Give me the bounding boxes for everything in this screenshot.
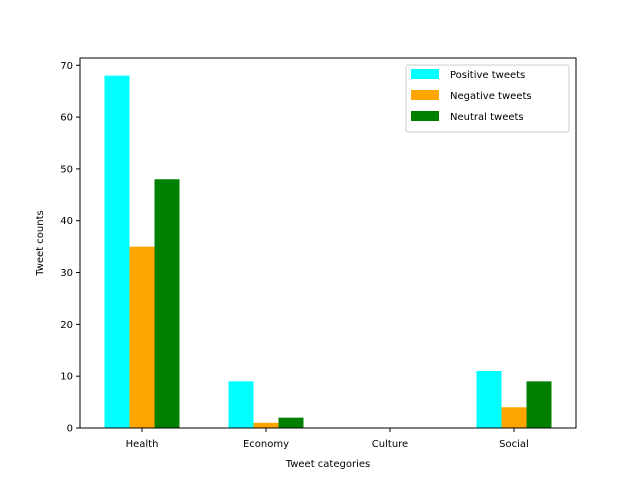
legend-label-2: Neutral tweets xyxy=(450,112,524,123)
bar-2-0 xyxy=(154,179,180,428)
x-tick-label: Social xyxy=(499,439,529,450)
plot-frame xyxy=(79,57,577,429)
bars-layer xyxy=(104,75,552,428)
bar-2-1 xyxy=(278,417,304,428)
y-tick-label: 30 xyxy=(60,268,73,279)
y-tick-label: 40 xyxy=(60,216,73,227)
bar-1-1 xyxy=(253,422,279,428)
legend-swatch-2 xyxy=(411,111,439,121)
x-tick-label: Health xyxy=(126,439,159,450)
y-tick-label: 10 xyxy=(60,372,73,383)
y-tick-label: 70 xyxy=(60,61,73,72)
bar-0-0 xyxy=(104,75,130,428)
bar-1-0 xyxy=(129,246,155,428)
legend-label-0: Positive tweets xyxy=(450,70,525,81)
x-axis-title: Tweet categories xyxy=(285,459,370,470)
y-tick-label: 50 xyxy=(60,164,73,175)
x-tick-label: Culture xyxy=(372,439,408,450)
y-tick-label: 0 xyxy=(67,424,73,435)
x-axis: Health Economy Culture Social xyxy=(126,428,529,450)
bar-1-3 xyxy=(501,407,527,428)
legend-swatch-0 xyxy=(411,69,439,79)
bar-2-3 xyxy=(526,381,552,428)
y-axis-title: Tweet counts xyxy=(35,210,46,276)
y-tick-label: 60 xyxy=(60,113,73,124)
legend-label-1: Negative tweets xyxy=(450,91,532,102)
bar-0-1 xyxy=(228,381,254,428)
x-tick-label: Economy xyxy=(243,439,289,450)
y-tick-label: 20 xyxy=(60,320,73,331)
legend-swatch-1 xyxy=(411,90,439,100)
legend-frame xyxy=(405,64,570,133)
bar-0-3 xyxy=(476,370,502,428)
legend: Positive tweets Negative tweets Neutral tw… xyxy=(405,64,570,133)
y-axis: 0 10 20 30 40 50 60 70 xyxy=(60,61,80,435)
